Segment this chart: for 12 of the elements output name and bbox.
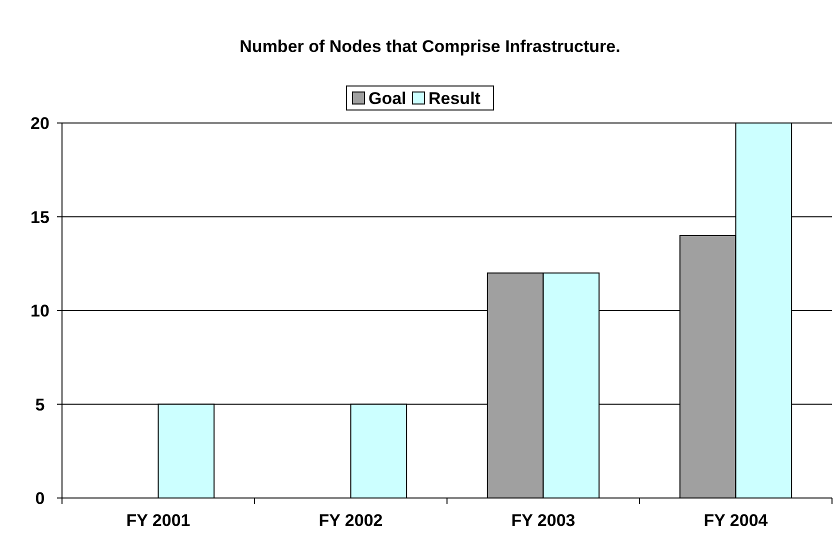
x-tick-label: FY 2001 <box>126 511 190 530</box>
y-tick-label: 20 <box>30 114 50 133</box>
legend-label: Goal <box>368 89 406 108</box>
legend-label: Result <box>428 89 481 108</box>
y-tick-label: 5 <box>35 395 45 414</box>
x-tick-label: FY 2004 <box>704 511 768 530</box>
y-tick-label: 10 <box>30 302 50 320</box>
x-tick-label: FY 2002 <box>318 511 383 530</box>
y-tick-label: 15 <box>30 208 50 227</box>
chart-title: Number of Nodes that Comprise Infrastructure. <box>240 37 620 56</box>
x-tick-label: FY 2003 <box>511 511 576 530</box>
y-tick-label: 0 <box>35 489 45 508</box>
